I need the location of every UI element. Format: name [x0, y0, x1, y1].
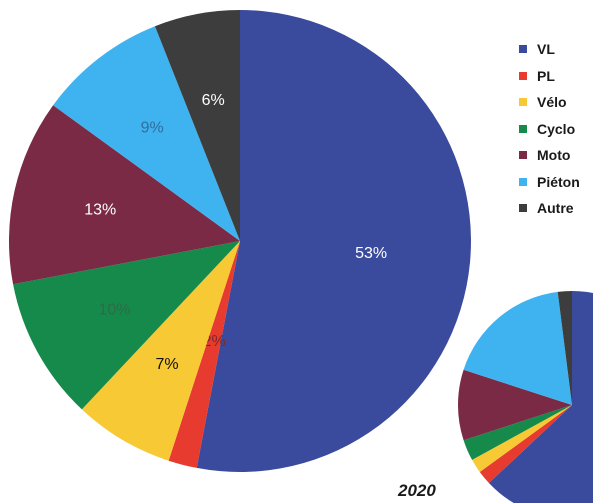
legend-item-piéton: Piéton	[519, 169, 580, 196]
pie-slice-pl	[479, 405, 572, 484]
pie-chart-second: 63%	[457, 291, 593, 503]
pie-slice-piéton	[463, 291, 572, 405]
pie-slice-vélo	[472, 405, 572, 473]
slice-label-piéton: 9%	[141, 119, 164, 136]
legend-swatch	[519, 98, 527, 107]
pie-slice-vl	[196, 10, 471, 472]
legend-label: Cyclo	[537, 120, 576, 137]
legend-label: Autre	[537, 200, 574, 217]
legend-label: Moto	[537, 147, 571, 164]
pie-slice-moto	[8, 105, 241, 285]
legend-item-vélo: Vélo	[519, 89, 580, 116]
slice-label-vélo: 7%	[156, 356, 179, 373]
slice-label-cyclo: 10%	[98, 302, 130, 319]
slice-label-moto: 13%	[84, 201, 116, 218]
pie-slice-moto	[457, 369, 572, 441]
pie-slice-autre	[154, 9, 240, 241]
slice-label-autre: 6%	[202, 92, 225, 109]
pie-slice-pl	[168, 241, 240, 468]
legend-item-vl: VL	[519, 36, 580, 63]
legend-item-cyclo: Cyclo	[519, 116, 580, 143]
chart-year-label: 2020	[398, 481, 436, 500]
legend-item-autre: Autre	[519, 195, 580, 222]
slice-label-vl: 53%	[355, 245, 387, 262]
legend-swatch	[519, 45, 527, 54]
pie-slice-cyclo	[463, 405, 572, 460]
legend-swatch	[519, 71, 527, 80]
pie-slice-cyclo	[13, 241, 241, 410]
legend-label: VL	[537, 41, 555, 58]
pie-slice-vl	[488, 291, 593, 503]
chart-legend: VL PL Vélo Cyclo Moto Piéton Autre	[519, 36, 580, 222]
pie-slice-autre	[557, 291, 572, 405]
legend-item-moto: Moto	[519, 142, 580, 169]
legend-label: Vélo	[537, 94, 567, 111]
legend-swatch	[519, 151, 527, 160]
legend-swatch	[519, 124, 527, 133]
legend-label: Piéton	[537, 173, 580, 190]
legend-label: PL	[537, 67, 555, 84]
legend-swatch	[519, 204, 527, 213]
legend-item-pl: PL	[519, 63, 580, 90]
legend-swatch	[519, 177, 527, 186]
pie-slice-piéton	[53, 26, 241, 241]
pie-chart-main: 53%2%7%10%13%9%6%	[8, 9, 471, 472]
pie-slice-vélo	[81, 241, 241, 461]
